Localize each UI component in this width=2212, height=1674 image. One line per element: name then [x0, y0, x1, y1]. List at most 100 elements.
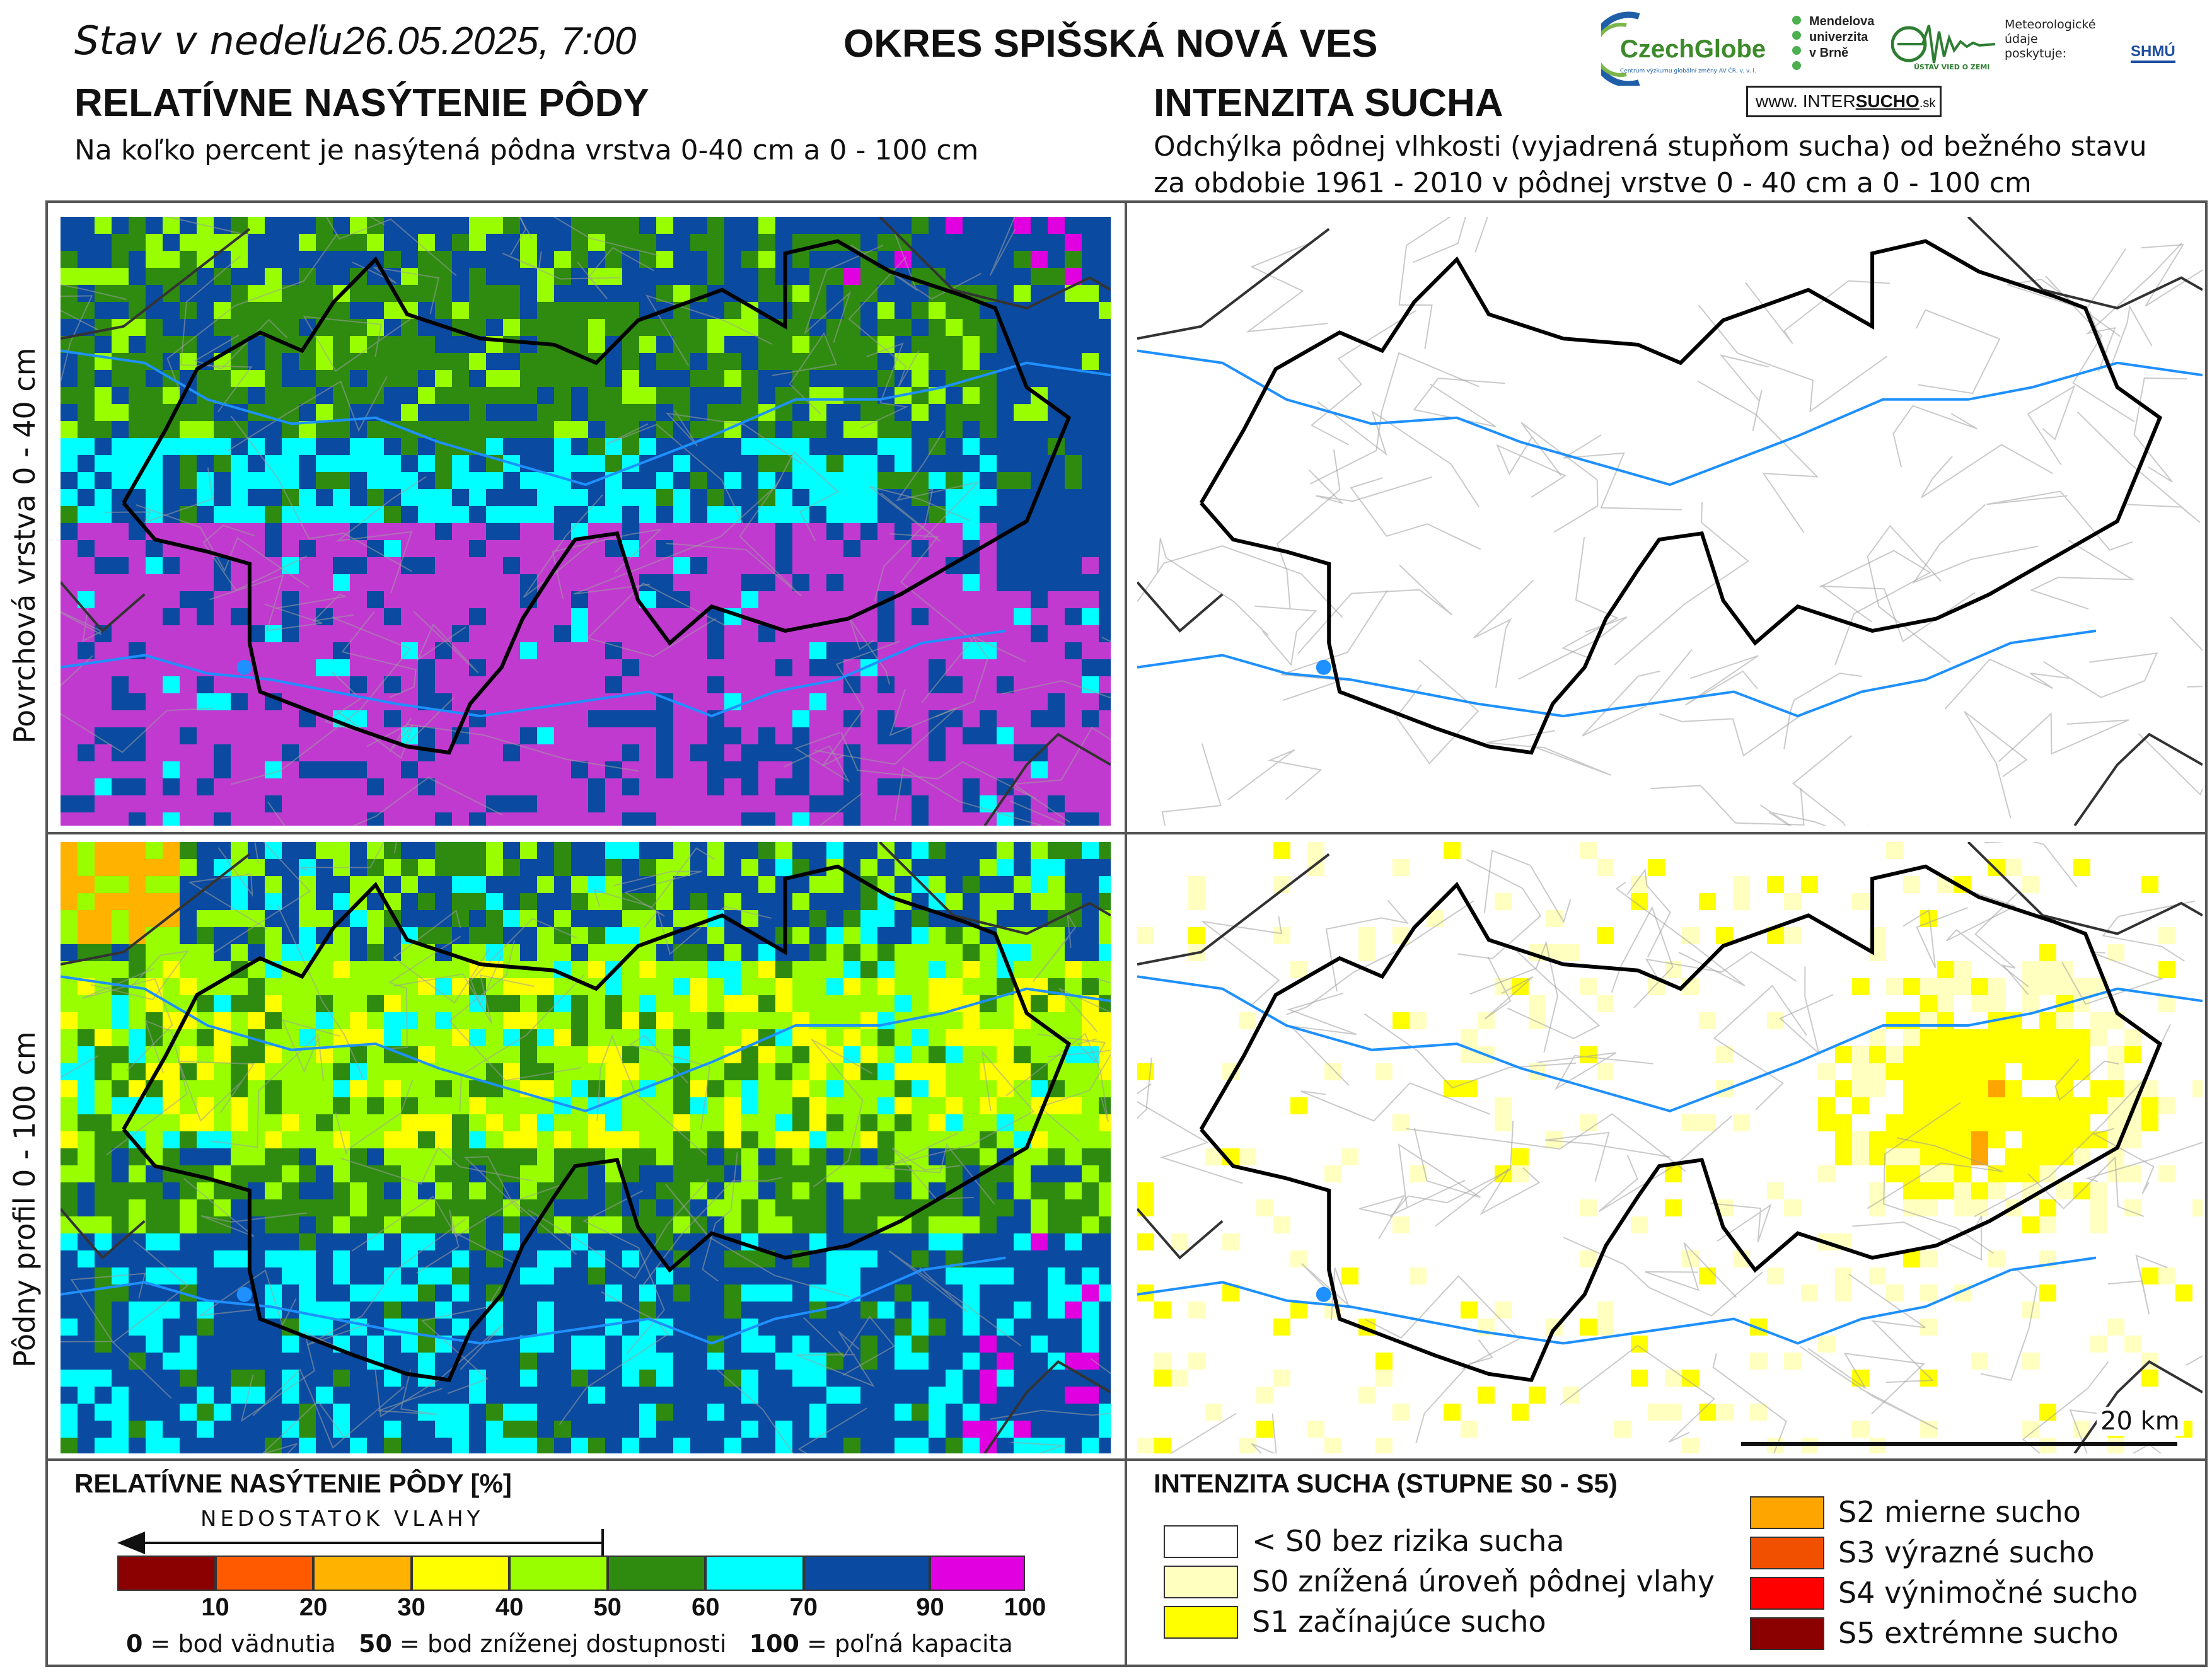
- municipal-boundary: [1650, 785, 1805, 826]
- municipal-boundary: [90, 950, 189, 1001]
- intersucho-logo[interactable]: www. INTERSUCHO.sk: [1746, 86, 1942, 117]
- municipal-boundary: [1300, 1082, 1490, 1122]
- municipal-boundary: [262, 1400, 345, 1453]
- municipal-boundary: [1507, 949, 1601, 1039]
- saturation-tick-label: 30: [397, 1593, 426, 1621]
- municipal-boundary: [1659, 710, 1809, 757]
- municipal-boundary: [393, 973, 535, 1024]
- municipal-boundary: [1395, 659, 1479, 765]
- municipal-boundary: [1276, 449, 1341, 609]
- saturation-color-swatch: [215, 1556, 314, 1591]
- drought-legend-swatch: [1164, 1606, 1238, 1639]
- municipal-boundary: [1161, 743, 1222, 826]
- municipal-boundary: [874, 488, 934, 602]
- municipal-boundary: [2027, 384, 2076, 465]
- municipal-boundary: [1398, 217, 1452, 350]
- row-label-top: Povrchová vrstva 0 - 40 cm: [8, 347, 42, 744]
- neighbour-boundary: [983, 1360, 1111, 1453]
- shmu-logo[interactable]: SHMÚ: [2131, 43, 2175, 63]
- mendel-logo[interactable]: Mendelova univerzita v Brně: [1790, 14, 1874, 83]
- neighbour-boundary: [61, 853, 251, 966]
- municipal-boundary: [822, 640, 900, 767]
- municipal-boundary: [1945, 888, 2029, 988]
- map-drought-profile[interactable]: [1137, 842, 2203, 1453]
- municipal-boundary: [240, 1331, 340, 1423]
- municipal-boundary: [1287, 992, 1357, 1086]
- municipal-boundary: [193, 318, 288, 370]
- municipal-boundary: [1202, 916, 1282, 1007]
- drought-legend-swatch: [1750, 1577, 1824, 1610]
- municipal-boundary: [523, 494, 603, 598]
- map-saturation-topsoil[interactable]: [61, 217, 1111, 826]
- drought-legend-label: S4 výnimočné sucho: [1838, 1576, 2138, 1610]
- municipal-boundary: [378, 1369, 443, 1416]
- municipal-boundary: [2102, 900, 2195, 962]
- saturation-tick-label: 60: [691, 1593, 720, 1621]
- municipal-boundary: [281, 1019, 340, 1082]
- municipal-boundary: [1986, 490, 2133, 551]
- municipal-boundary: [106, 1019, 188, 1156]
- municipal-boundary: [2043, 652, 2158, 698]
- municipal-boundary: [341, 611, 417, 698]
- municipal-boundary: [783, 732, 850, 783]
- municipal-boundary: [267, 776, 502, 826]
- drought-legend-label: S3 výrazné sucho: [1838, 1535, 2095, 1569]
- neighbour-boundary: [61, 581, 146, 633]
- municipal-boundary: [227, 376, 388, 452]
- arrow-left-icon: [117, 1532, 145, 1554]
- municipal-boundary: [1350, 477, 1481, 550]
- municipal-boundary: [2107, 1254, 2168, 1315]
- saturation-tick-label: 100: [1004, 1593, 1046, 1621]
- municipal-boundary: [1169, 1412, 1237, 1453]
- district-boundary: [122, 239, 1072, 755]
- municipal-boundary: [1719, 354, 1769, 432]
- municipal-boundary: [840, 732, 1037, 800]
- municipal-boundary: [1308, 470, 1432, 505]
- raster-cells: [61, 842, 1111, 1453]
- municipal-boundary: [202, 524, 308, 591]
- municipal-boundary: [502, 251, 621, 280]
- municipal-boundary: [1227, 749, 1323, 800]
- municipal-boundary: [275, 594, 354, 622]
- district-boundary: [1199, 239, 2163, 755]
- row-divider: [45, 832, 2208, 834]
- municipal-boundary: [1297, 564, 1452, 654]
- municipal-boundary: [2054, 1058, 2119, 1102]
- municipal-boundary: [586, 582, 726, 657]
- municipal-boundary: [1009, 800, 1066, 826]
- saturation-tick-label: 40: [495, 1593, 524, 1621]
- municipal-boundary: [860, 342, 909, 429]
- mendel-line3: v Brně: [1809, 46, 1849, 60]
- municipal-boundary: [1413, 217, 1488, 263]
- municipal-boundary: [797, 1407, 868, 1453]
- municipal-boundary: [1058, 978, 1111, 1032]
- meteo-credit: Meteorologické údaje poskytuje:: [2005, 18, 2096, 61]
- lake-marker: [236, 659, 252, 675]
- municipal-boundary: [1364, 1013, 1577, 1089]
- map-drought-topsoil[interactable]: [1137, 217, 2203, 826]
- municipal-boundary: [1745, 280, 1891, 344]
- ustav-vied-o-zemi-logo[interactable]: ÚSTAV VIED O ZEMI: [1891, 19, 1998, 82]
- municipal-boundary: [1254, 605, 1317, 667]
- municipal-boundary: [61, 295, 93, 381]
- date-value: 26.05.2025, 7:00: [342, 20, 637, 63]
- municipal-boundary: [613, 870, 702, 917]
- note-wilting-text: = bod vädnutia: [142, 1630, 336, 1658]
- municipal-boundary: [412, 610, 479, 674]
- municipal-boundary: [989, 1358, 1111, 1420]
- municipal-boundary: [1759, 804, 1827, 826]
- drought-legend-swatch: [1164, 1566, 1238, 1598]
- drought-legend-swatch: [1750, 1617, 1824, 1650]
- municipal-boundary: [1867, 1137, 2003, 1209]
- neighbour-boundary: [1137, 1208, 1224, 1260]
- municipal-boundary: [2006, 248, 2126, 337]
- seismograph-icon: [1891, 25, 1996, 64]
- intersucho-inter: INTER: [1802, 91, 1856, 111]
- drought-legend-label: S1 začínajúce sucho: [1252, 1605, 1546, 1639]
- municipal-boundary: [935, 635, 1026, 718]
- municipal-boundary: [666, 477, 802, 597]
- czechglobe-logo[interactable]: CzechGlobe Centrum výzkumu globální změn…: [1590, 10, 1784, 88]
- municipal-boundary: [1469, 940, 1558, 1053]
- map-saturation-profile[interactable]: [61, 842, 1111, 1453]
- municipal-boundary: [1457, 858, 1542, 959]
